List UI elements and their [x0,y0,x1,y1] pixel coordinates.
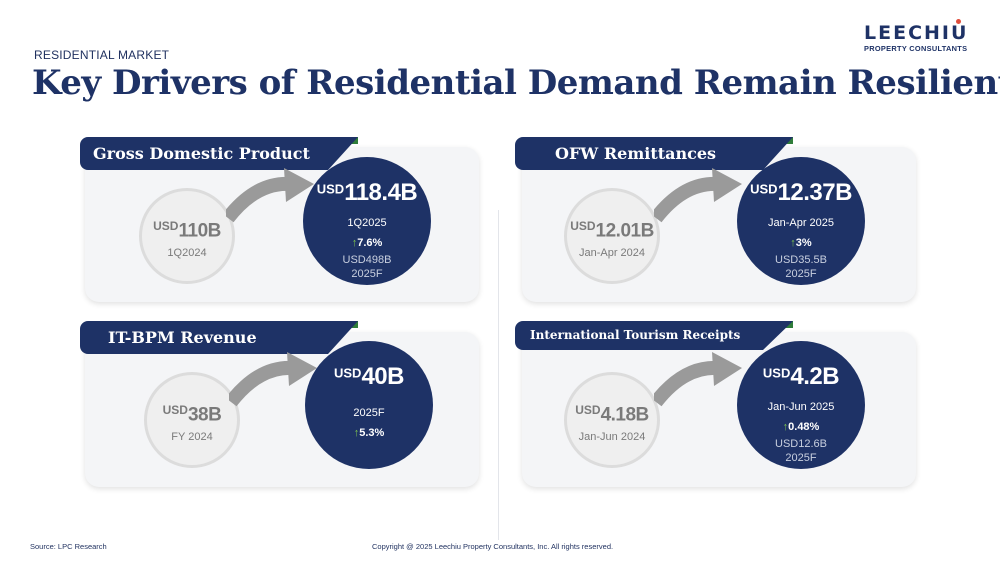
currency-label: USD [162,403,188,417]
prev-value-circle: USD12.01B Jan-Apr 2024 [564,188,660,284]
currency-label: USD [750,181,778,197]
amount-value: 38B [187,404,222,426]
growth-arrow-icon [226,168,314,223]
growth-value: 7.6% [357,237,383,249]
prev-period: Jan-Apr 2024 [578,247,646,259]
column-divider [498,210,499,540]
forecast-text: 2025F [351,268,383,280]
current-value-circle: USD4.2B Jan-Jun 2025 ↑0.48% USD12.6B 2025… [737,341,865,469]
growth-arrow-icon [654,352,742,407]
value-amount: USD40B [305,363,433,391]
currency-label: USD [153,219,179,233]
forecast: USD498B 2025F [303,253,431,281]
growth-rate: ↑5.3% [305,427,433,439]
logo-dot [956,19,961,24]
prev-value-circle: USD38B FY 2024 [144,372,240,468]
growth-arrow-icon [654,168,742,223]
up-arrow-icon: ↑ [790,237,796,249]
copyright-notice: Copyright @ 2025 Leechiu Property Consul… [372,542,614,551]
prev-value-circle: USD4.18B Jan-Jun 2024 [564,372,660,468]
up-arrow-icon: ↑ [351,237,358,249]
current-period: Jan-Apr 2025 [767,217,835,229]
growth-rate: ↑0.48% [737,421,865,433]
prev-period: 1Q2024 [167,247,207,259]
prev-period: Jan-Jun 2024 [578,431,646,443]
section-label: RESIDENTIAL MARKET [34,48,170,62]
up-arrow-icon: ↑ [353,427,360,439]
card-title-itbpm: IT-BPM Revenue [80,321,358,354]
forecast-text: 2025F [785,268,817,280]
logo-tagline: PROPERTY CONSULTANTS [864,44,968,53]
current-period: 2025F [353,407,385,419]
value-amount: USD12.01B [567,219,657,242]
amount-value: 40B [361,363,404,390]
card-title-ofw: OFW Remittances [515,137,793,170]
forecast: USD35.5B 2025F [737,253,865,281]
forecast: USD12.6B 2025F [737,437,865,465]
amount-value: 4.2B [790,363,840,390]
growth-rate: ↑3% [737,237,865,249]
page-title: Key Drivers of Residential Demand Remain… [32,63,1000,103]
current-period: Jan-Jun 2025 [767,401,835,413]
growth-value: 5.3% [359,427,385,439]
forecast-text: USD498B [342,254,392,266]
forecast-text: 2025F [785,452,817,464]
currency-label: USD [762,365,791,381]
growth-value: 0.48% [788,421,820,433]
currency-label: USD [316,181,345,197]
currency-label: USD [334,365,362,381]
value-amount: USD12.37B [737,179,865,207]
value-amount: USD4.2B [737,363,865,391]
growth-rate: ↑7.6% [303,237,431,249]
currency-label: USD [570,219,596,233]
card-title-tourism: International Tourism Receipts [515,321,793,350]
value-amount: USD38B [147,403,237,426]
up-arrow-icon: ↑ [782,421,789,433]
value-amount: USD118.4B [303,179,431,207]
forecast-text: USD12.6B [775,438,827,450]
card-title-gdp: Gross Domestic Product [80,137,358,170]
current-value-circle: USD118.4B 1Q2025 ↑7.6% USD498B 2025F [303,157,431,285]
growth-value: 3% [795,237,812,249]
prev-value-circle: USD110B 1Q2024 [139,188,235,284]
current-period: 1Q2025 [347,217,387,229]
value-amount: USD110B [142,219,232,242]
value-amount: USD4.18B [567,403,657,426]
amount-value: 110B [178,220,221,242]
prev-period: FY 2024 [171,431,213,443]
growth-arrow-icon [229,352,317,407]
source-note: Source: LPC Research [30,542,107,551]
current-value-circle: USD12.37B Jan-Apr 2025 ↑3% USD35.5B 2025F [737,157,865,285]
amount-value: 12.01B [595,220,655,242]
current-value-circle: USD40B 2025F ↑5.3% [305,341,433,469]
forecast-text: USD35.5B [775,254,827,266]
logo-wordmark: LEECHIU [864,22,969,44]
amount-value: 12.37B [777,179,853,206]
company-logo: LEECHIU PROPERTY CONSULTANTS [864,19,979,54]
amount-value: 118.4B [344,179,418,206]
amount-value: 4.18B [600,404,650,426]
currency-label: USD [575,403,601,417]
